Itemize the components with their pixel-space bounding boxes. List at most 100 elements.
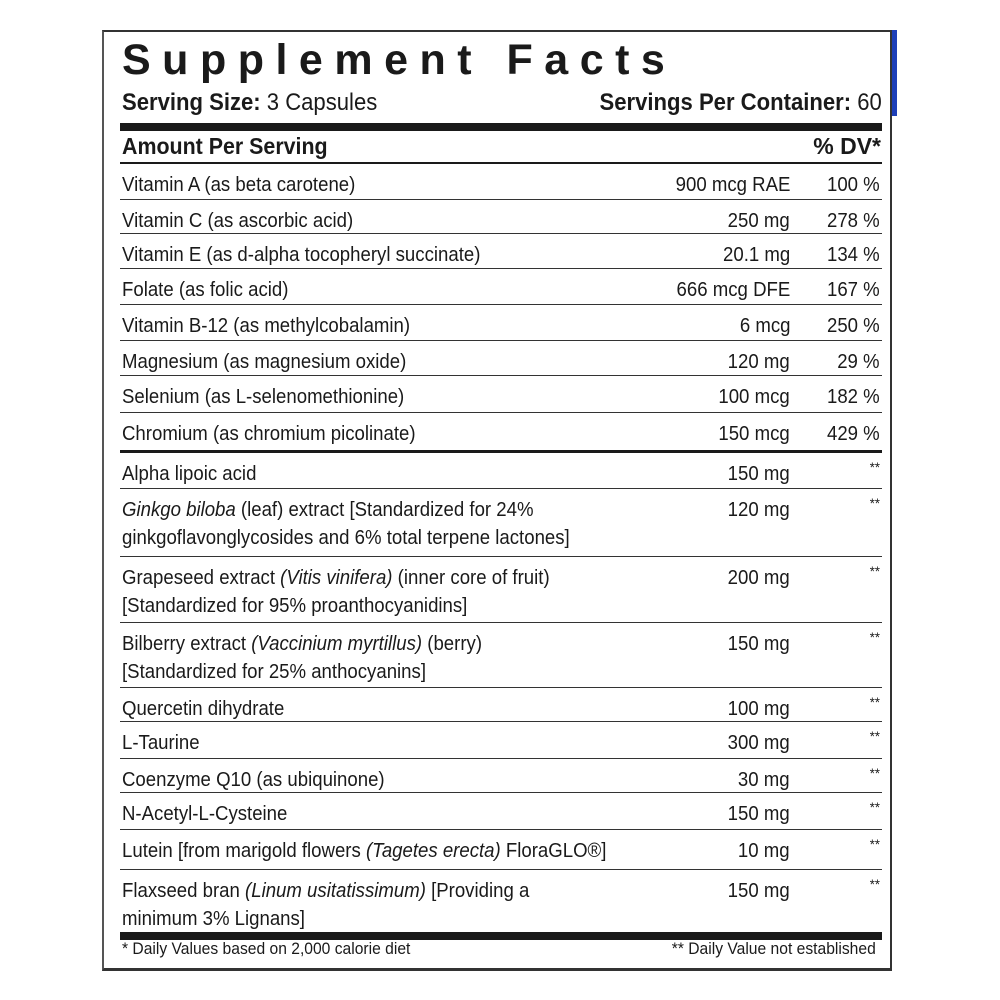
nutrient-row: Grapeseed extract (Vitis vinifera) (inne… [120,557,882,623]
nutrient-name-pre: Vitamin B-12 (as methylcobalamin) [122,315,411,337]
nutrient-name: L-Taurine [122,729,680,757]
nutrient-name: N-Acetyl-L-Cysteine [122,800,680,828]
nutrient-name-post: (leaf) extract [Standardized for 24% gin… [122,499,570,549]
nutrient-dv: ** [869,876,880,892]
nutrient-amount: 100 mg [727,698,790,720]
amount-per-serving-header: Amount Per Serving [122,133,328,159]
nutrient-dv: 167 % [827,279,880,301]
nutrient-name: Vitamin B-12 (as methylcobalamin) [122,312,680,340]
thick-divider [120,123,882,131]
panel-title: Supplement Facts [122,36,677,84]
nutrient-amount: 150 mg [727,880,790,902]
nutrient-dv: 182 % [827,386,880,408]
nutrient-name-italic: (Tagetes erecta) [365,840,501,862]
nutrient-name-pre: N-Acetyl-L-Cysteine [122,803,288,825]
nutrient-row: Folate (as folic acid) 666 mcg DFE 167 % [120,269,882,305]
nutrient-dv: 134 % [827,244,880,266]
supplement-facts-panel: Supplement Facts Serving Size: 3 Capsule… [102,30,892,971]
nutrient-name-pre: L-Taurine [122,732,200,754]
nutrient-amount: 666 mcg DFE [676,279,790,301]
nutrient-name-pre: Quercetin dihydrate [122,698,285,720]
nutrient-row: Ginkgo biloba (leaf) extract [Standardiz… [120,489,882,557]
nutrient-amount: 150 mcg [718,423,790,445]
nutrient-name-pre: Magnesium (as magnesium oxide) [122,351,407,373]
nutrient-name-pre: Flaxseed bran [122,880,246,902]
nutrient-name-pre: Selenium (as L-selenomethionine) [122,386,405,408]
nutrient-name: Selenium (as L-selenomethionine) [122,383,680,411]
nutrient-name-pre: Bilberry extract [122,633,252,655]
nutrient-row: Selenium (as L-selenomethionine) 100 mcg 1… [120,376,882,413]
nutrient-amount: 6 mcg [739,315,790,337]
nutrient-name: Bilberry extract (Vaccinium myrtillus) (… [122,630,680,686]
nutrient-name: Flaxseed bran (Linum usitatissimum) [Pro… [122,877,680,933]
nutrient-dv: ** [869,694,880,710]
nutrient-row: Vitamin C (as ascorbic acid) 250 mg 278 % [120,200,882,234]
nutrient-amount: 150 mg [727,803,790,825]
nutrient-dv: 29 % [837,351,880,373]
nutrient-row: L-Taurine 300 mg ** [120,722,882,759]
nutrient-amount: 120 mg [727,499,790,521]
nutrient-dv: ** [869,563,880,579]
nutrient-row: Vitamin E (as d-alpha tocopheryl succina… [120,234,882,269]
nutrient-row: Chromium (as chromium picolinate) 150 mcg… [120,413,882,450]
nutrient-dv: 278 % [827,210,880,232]
nutrient-name-pre: Vitamin A (as beta carotene) [122,174,356,196]
nutrient-name-pre: Vitamin C (as ascorbic acid) [122,210,354,232]
nutrient-amount: 150 mg [727,633,790,655]
nutrient-dv: 100 % [827,174,880,196]
nutrient-name-pre: Coenzyme Q10 (as ubiquinone) [122,769,385,791]
nutrient-name-pre: Alpha lipoic acid [122,463,257,485]
nutrient-amount: 10 mg [738,840,790,862]
nutrient-amount: 200 mg [727,567,790,589]
nutrient-amount: 30 mg [738,769,790,791]
nutrient-name: Lutein [from marigold flowers (Tagetes e… [122,837,680,865]
nutrient-amount: 100 mcg [718,386,790,408]
nutrient-name: Vitamin C (as ascorbic acid) [122,207,680,235]
serving-size: Serving Size: 3 Capsules [122,89,377,117]
nutrient-name-pre: Folate (as folic acid) [122,279,289,301]
nutrient-dv: ** [869,765,880,781]
nutrient-name: Vitamin A (as beta carotene) [122,171,680,199]
nutrient-name-italic: (Vitis vinifera) [280,567,393,589]
nutrient-amount: 150 mg [727,463,790,485]
nutrient-row: Bilberry extract (Vaccinium myrtillus) (… [120,623,882,688]
serving-size-label: Serving Size: [122,89,261,116]
nutrient-amount: 250 mg [727,210,790,232]
nutrient-amount: 20.1 mg [722,244,790,266]
nutrient-row: Vitamin B-12 (as methylcobalamin) 6 mcg 25… [120,305,882,341]
nutrient-name-pre: Lutein [from marigold flowers [122,840,366,862]
footnote-daily-values: * Daily Values based on 2,000 calorie di… [122,939,411,958]
serving-size-value: 3 Capsules [260,89,378,116]
nutrient-name-italic: Ginkgo biloba [122,499,236,521]
nutrient-name-pre: Grapeseed extract [122,567,281,589]
nutrient-dv: ** [869,799,880,815]
nutrient-name-italic: (Vaccinium myrtillus) [251,633,423,655]
nutrient-row: Alpha lipoic acid 150 mg ** [120,453,882,489]
nutrient-dv: 250 % [827,315,880,337]
nutrient-name-post: (inner core of fruit) [Standardized for … [122,567,550,617]
nutrient-dv: ** [869,459,880,475]
dv-header: % DV* [813,133,881,159]
blue-edge-accent [892,30,897,116]
nutrient-name: Chromium (as chromium picolinate) [122,420,680,448]
nutrient-dv: ** [869,629,880,645]
servings-per-container: Servings Per Container: 60 [600,89,882,117]
bottom-thick-divider [120,932,882,940]
header-divider [120,162,882,164]
nutrient-amount: 120 mg [727,351,790,373]
nutrient-dv: 429 % [827,423,880,445]
nutrient-name-post: FloraGLO®] [500,840,607,862]
nutrient-amount: 300 mg [727,732,790,754]
nutrient-row: Magnesium (as magnesium oxide) 120 mg 29 % [120,341,882,376]
nutrient-name: Grapeseed extract (Vitis vinifera) (inne… [122,564,680,620]
nutrient-row: Lutein [from marigold flowers (Tagetes e… [120,830,882,870]
nutrient-name: Ginkgo biloba (leaf) extract [Standardiz… [122,496,680,552]
footnote-not-established: ** Daily Value not established [671,939,876,958]
nutrient-name-italic: (Linum usitatissimum) [245,880,426,902]
nutrient-dv: ** [869,495,880,511]
nutrient-name: Magnesium (as magnesium oxide) [122,348,680,376]
nutrient-row: N-Acetyl-L-Cysteine 150 mg ** [120,793,882,830]
nutrient-dv: ** [869,728,880,744]
nutrient-name: Vitamin E (as d-alpha tocopheryl succina… [122,241,680,269]
nutrient-name-pre: Chromium (as chromium picolinate) [122,423,416,445]
